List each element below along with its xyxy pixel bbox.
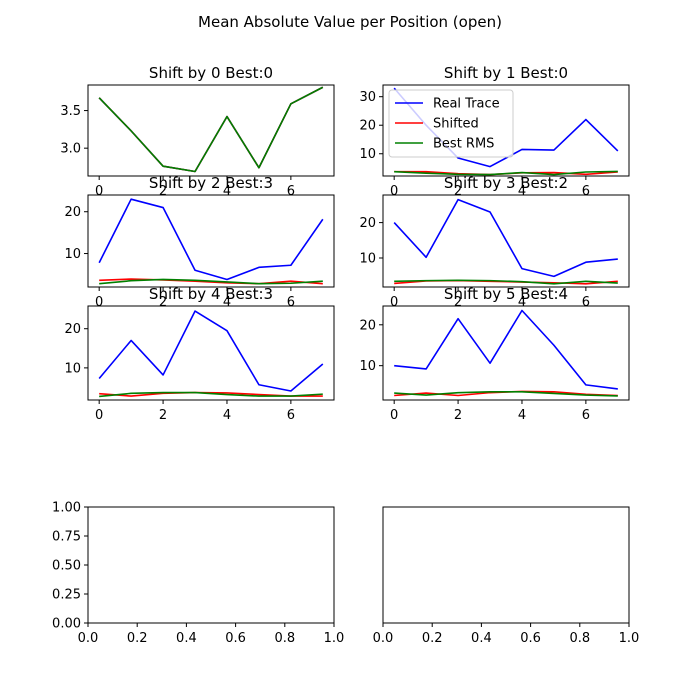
y-tick-label: 0.00 xyxy=(52,617,81,632)
axes-frame xyxy=(87,194,335,288)
x-tick-label: 0 xyxy=(95,295,103,310)
axes-frame xyxy=(382,305,630,401)
series-line-best-rms xyxy=(394,170,618,176)
x-tick-label: 6 xyxy=(287,408,295,423)
x-tick-label: 0.4 xyxy=(176,631,197,646)
series-line-best-rms xyxy=(99,278,323,285)
x-tick-label: 1.0 xyxy=(324,631,345,646)
series-line-real-trace xyxy=(393,198,618,278)
x-tick-label: 0 xyxy=(390,295,398,310)
x-tick-label: 0 xyxy=(390,408,398,423)
x-tick-label: 2 xyxy=(159,184,167,199)
y-tick-label: 10 xyxy=(64,247,81,262)
y-tick-label: 10 xyxy=(359,359,376,374)
y-tick-label: 20 xyxy=(64,322,81,337)
y-tick-label: 0.75 xyxy=(52,530,81,545)
subplot-7: 0.0 0.2 0.4 0.6 0.8 1.0 0.00 0.25 0.50 0.75 1.00 xyxy=(52,501,344,647)
y-tick-label: 0.25 xyxy=(52,588,81,603)
y-tick-label: 20 xyxy=(359,216,376,231)
series-line-best-rms xyxy=(394,279,618,285)
x-tick-label: 6 xyxy=(287,295,295,310)
x-tick-label: 2 xyxy=(159,408,167,423)
x-tick-label: 0.8 xyxy=(274,631,295,646)
figure-suptitle: Mean Absolute Value per Position (open) xyxy=(198,13,502,31)
legend-label-best-rms: Best RMS xyxy=(433,137,494,152)
subplot-title: Shift by 3 Best:2 xyxy=(444,174,568,192)
y-tick-label: 3.0 xyxy=(60,142,81,157)
series-line-best-rms xyxy=(99,391,323,398)
y-tick-label: 20 xyxy=(359,119,376,134)
x-tick-label: 0 xyxy=(390,184,398,199)
x-tick-label: 4 xyxy=(518,184,526,199)
series-line-best-rms xyxy=(394,391,618,397)
subplot-title: Shift by 2 Best:3 xyxy=(149,174,273,192)
subplot-1: 0 2 4 6 3.0 3.5 Shift by 0 Best:0 xyxy=(60,64,335,199)
x-tick-label: 6 xyxy=(287,184,295,199)
x-tick-label: 0.6 xyxy=(225,631,246,646)
x-tick-label: 4 xyxy=(223,184,231,199)
y-tick-label: 20 xyxy=(359,318,376,333)
x-tick-label: 0 xyxy=(95,184,103,199)
legend-label-real-trace: Real Trace xyxy=(433,97,500,112)
x-tick-label: 0.0 xyxy=(373,631,394,646)
x-tick-label: 0 xyxy=(95,408,103,423)
x-tick-label: 2 xyxy=(454,184,462,199)
series-line-shifted xyxy=(99,278,323,285)
y-tick-label: 20 xyxy=(64,205,81,220)
y-tick-label: 1.00 xyxy=(52,501,81,516)
x-tick-label: 0.6 xyxy=(520,631,541,646)
subplot-2: 0 2 4 6 10 20 30 Shift by 1 Best:0 Real Trace Shi… xyxy=(359,64,630,199)
subplot-title: Shift by 0 Best:0 xyxy=(149,64,273,82)
y-tick-label: 30 xyxy=(359,90,376,105)
legend-label-shifted: Shifted xyxy=(433,117,479,132)
x-tick-label: 6 xyxy=(582,295,590,310)
axes-frame xyxy=(87,84,335,177)
subplot-title: Shift by 4 Best:3 xyxy=(149,285,273,303)
y-tick-label: 10 xyxy=(359,251,376,266)
y-tick-label: 0.50 xyxy=(52,559,81,574)
x-tick-label: 0.2 xyxy=(127,631,148,646)
subplot-8: 0.0 0.2 0.4 0.6 0.8 1.0 xyxy=(373,506,640,646)
series-line-best-rms xyxy=(98,86,324,173)
series-line-real-trace xyxy=(98,310,324,392)
series-line-real-trace xyxy=(394,309,618,390)
x-tick-label: 4 xyxy=(223,295,231,310)
axes-frame xyxy=(87,305,335,401)
axes-frame xyxy=(382,84,630,177)
subplot-title: Shift by 1 Best:0 xyxy=(444,64,568,82)
x-tick-label: 4 xyxy=(518,295,526,310)
y-tick-label: 3.5 xyxy=(60,104,81,119)
legend-box xyxy=(388,89,514,158)
x-tick-label: 2 xyxy=(159,295,167,310)
x-tick-label: 4 xyxy=(518,408,526,423)
x-tick-label: 0.4 xyxy=(471,631,492,646)
y-tick-label: 10 xyxy=(359,147,376,162)
x-tick-label: 6 xyxy=(582,184,590,199)
axes-frame xyxy=(382,194,630,288)
axes-frame xyxy=(382,506,630,624)
subplot-title: Shift by 5 Best:4 xyxy=(444,285,568,303)
x-tick-label: 6 xyxy=(582,408,590,423)
x-tick-label: 0.0 xyxy=(78,631,99,646)
x-tick-label: 0.2 xyxy=(422,631,443,646)
x-tick-label: 2 xyxy=(454,295,462,310)
series-line-real-trace xyxy=(98,198,324,281)
y-tick-label: 10 xyxy=(64,361,81,376)
x-tick-label: 2 xyxy=(454,408,462,423)
x-tick-label: 4 xyxy=(223,408,231,423)
x-tick-label: 0.8 xyxy=(569,631,590,646)
x-tick-label: 1.0 xyxy=(619,631,640,646)
